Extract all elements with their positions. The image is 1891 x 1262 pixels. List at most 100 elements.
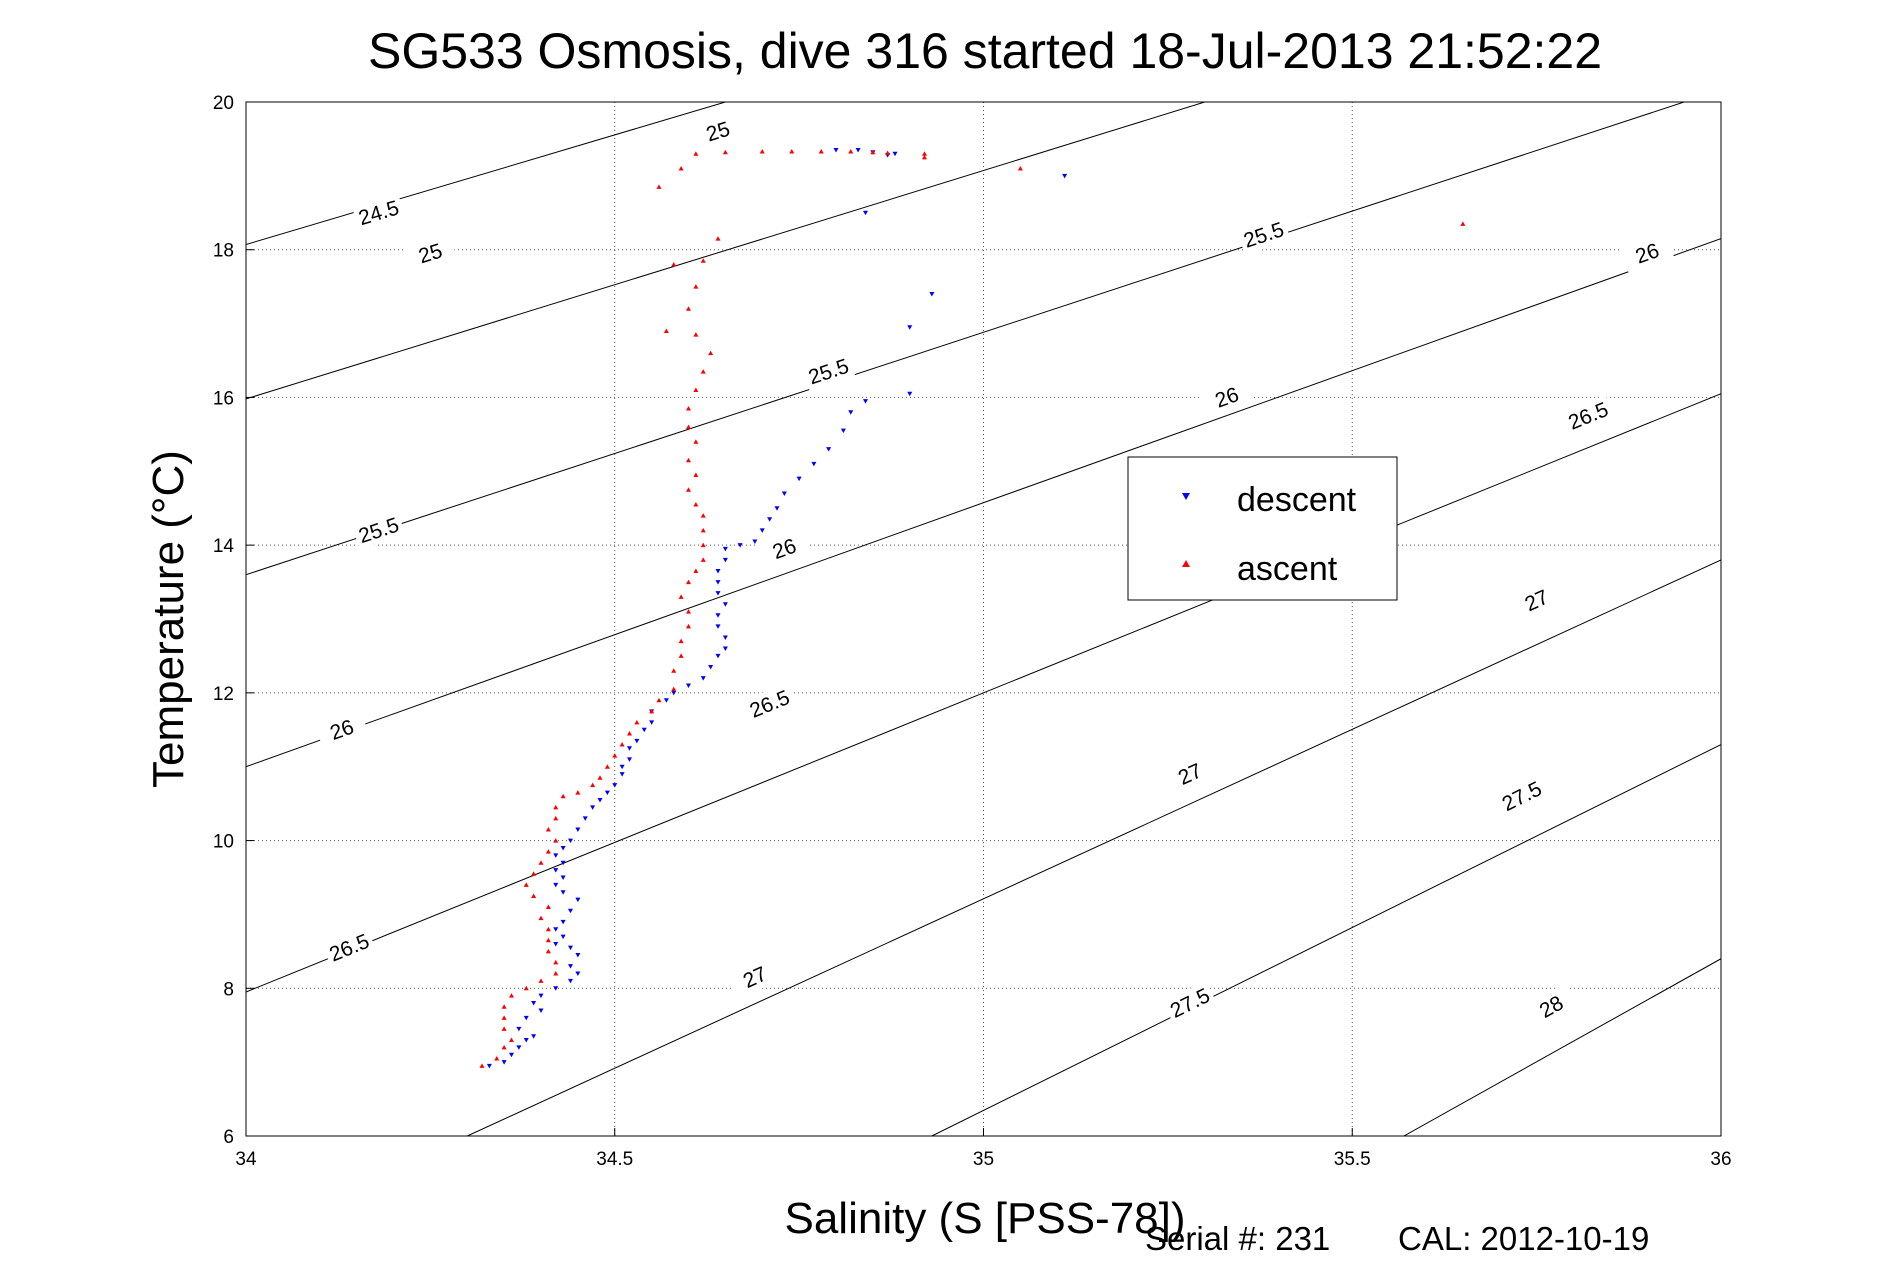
data-point-descent <box>531 1034 537 1039</box>
data-point-descent <box>715 580 721 585</box>
contour-label-bg <box>352 193 406 233</box>
data-point-descent <box>568 964 573 969</box>
data-point-ascent <box>656 697 662 703</box>
y-tick-label: 8 <box>223 979 234 1000</box>
data-point-descent <box>840 428 846 434</box>
data-point-ascent <box>922 151 927 156</box>
data-point-descent <box>663 698 669 703</box>
data-point-descent <box>767 517 773 522</box>
data-point-descent <box>531 1001 537 1006</box>
data-point-ascent <box>545 926 551 932</box>
data-point-ascent <box>693 568 699 573</box>
data-point-ascent <box>545 948 551 954</box>
data-point-ascent <box>649 708 655 714</box>
contour-line <box>246 102 1685 576</box>
contour-label-bg <box>757 528 812 570</box>
data-point-ascent <box>523 882 529 887</box>
data-point-ascent <box>700 557 706 562</box>
legend-marker-descent <box>1182 493 1190 500</box>
data-point-ascent <box>686 579 691 585</box>
data-point-descent <box>575 953 581 958</box>
data-point-descent <box>568 908 573 914</box>
data-point-descent <box>538 1008 544 1013</box>
y-tick-label: 12 <box>213 684 234 705</box>
legend-box <box>1127 456 1398 601</box>
contour-label-bg <box>801 351 856 392</box>
data-point-ascent <box>678 653 684 658</box>
contour-label-bg <box>403 233 458 273</box>
data-point-ascent <box>501 1004 507 1009</box>
data-point-descent <box>715 591 721 596</box>
contour-label-bg <box>1236 215 1291 255</box>
data-point-ascent <box>693 151 699 156</box>
data-points <box>479 148 1466 1069</box>
contour-label-bg <box>322 926 377 969</box>
data-point-ascent <box>671 261 677 267</box>
data-point-ascent <box>671 668 677 673</box>
data-point-ascent <box>759 148 765 154</box>
data-point-descent <box>486 1063 492 1069</box>
contour-label-bg <box>314 709 369 751</box>
data-point-ascent <box>870 149 876 155</box>
contour-label-bg <box>742 682 797 726</box>
data-point-descent <box>523 1037 529 1043</box>
data-point-descent <box>811 461 817 467</box>
data-point-descent <box>649 720 655 725</box>
data-point-descent <box>907 325 913 330</box>
data-point-ascent <box>538 978 544 983</box>
data-point-ascent <box>700 542 706 548</box>
data-point-ascent <box>1460 221 1466 226</box>
data-point-ascent <box>627 730 632 736</box>
contour-line <box>246 238 1721 768</box>
y-tick-label: 20 <box>213 93 234 114</box>
data-point-descent <box>516 1045 522 1050</box>
contour-label-bg <box>351 510 406 551</box>
data-point-descent <box>612 783 618 788</box>
data-point-descent <box>708 665 714 670</box>
data-point-ascent <box>693 472 699 477</box>
data-point-ascent <box>509 1037 514 1042</box>
data-point-descent <box>619 764 625 770</box>
data-point-ascent <box>722 149 728 155</box>
data-point-descent <box>826 447 832 452</box>
data-point-ascent <box>538 860 544 865</box>
data-point-descent <box>560 860 566 866</box>
data-point-descent <box>700 676 706 681</box>
data-point-ascent <box>501 1015 507 1020</box>
data-point-descent <box>833 148 839 153</box>
data-point-ascent <box>885 150 891 155</box>
data-point-descent <box>796 476 802 482</box>
data-point-ascent <box>678 594 684 599</box>
data-point-descent <box>560 934 566 940</box>
contour-line <box>1403 958 1721 1136</box>
data-point-ascent <box>693 284 699 289</box>
contour-line <box>931 744 1721 1136</box>
data-point-descent <box>509 1052 514 1058</box>
contour-label-bg <box>1494 773 1550 819</box>
data-point-ascent <box>590 782 596 788</box>
data-point-ascent <box>553 959 559 965</box>
data-point-ascent <box>619 742 625 747</box>
data-point-descent <box>722 602 728 607</box>
data-point-descent <box>553 986 559 991</box>
contour-line <box>246 102 1205 400</box>
data-point-descent <box>560 919 566 925</box>
data-point-ascent <box>700 258 706 263</box>
data-point-ascent <box>678 638 684 644</box>
data-point-descent <box>722 546 728 552</box>
data-point-ascent <box>686 306 691 311</box>
data-point-ascent <box>553 804 559 810</box>
x-tick-label: 35 <box>973 1149 994 1170</box>
data-point-descent <box>553 882 559 888</box>
data-point-ascent <box>501 1026 507 1031</box>
data-point-descent <box>715 613 721 618</box>
data-point-descent <box>671 690 677 696</box>
data-point-descent <box>553 927 559 932</box>
data-point-ascent <box>708 350 714 356</box>
data-point-ascent <box>494 1055 500 1061</box>
y-tick-label: 10 <box>213 832 234 853</box>
data-point-ascent <box>700 527 706 533</box>
data-point-ascent <box>509 993 514 998</box>
data-point-descent <box>627 746 632 751</box>
